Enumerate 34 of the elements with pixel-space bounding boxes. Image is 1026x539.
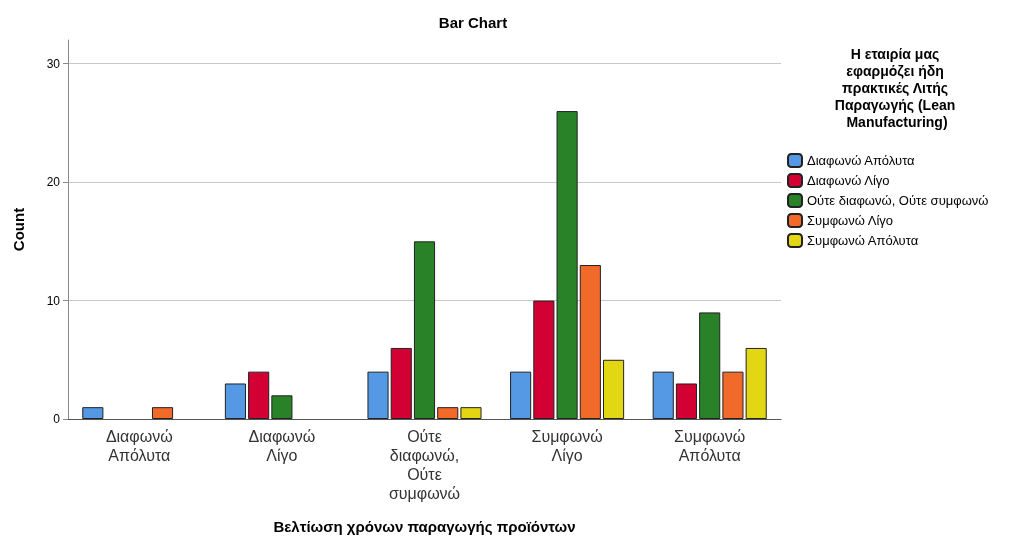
legend-label: Ούτε διαφωνώ, Ούτε συμφωνώ — [807, 193, 989, 208]
x-tick-label: Διαφωνώ Λίγο — [248, 428, 316, 464]
bar — [699, 312, 721, 419]
bar — [367, 371, 389, 419]
bar — [460, 407, 482, 419]
bar — [82, 407, 104, 419]
y-axis-title: Count — [10, 207, 27, 252]
x-axis-title: Βελτίωση χρόνων παραγωγής προϊόντων — [273, 518, 576, 535]
bar — [224, 383, 246, 419]
x-tick-label: Συμφωνώ Λίγο — [531, 428, 603, 464]
bar — [652, 371, 674, 419]
bar — [675, 383, 698, 419]
x-tick-label: Ούτε διαφωνώ, Ούτε συμφωνώ — [388, 428, 461, 502]
x-tick-label: Συμφωνώ Απόλυτα — [674, 428, 746, 464]
bar — [603, 359, 625, 419]
chart-title: Bar Chart — [438, 14, 508, 31]
bar — [413, 241, 436, 419]
bar — [390, 347, 412, 419]
legend-label: Διαφωνώ Απόλυτα — [807, 153, 916, 168]
y-tick-label: 0 — [53, 412, 61, 426]
y-tick-label: 20 — [46, 175, 61, 190]
bar — [579, 265, 601, 419]
legend-title: Η εταιρία μας εφαρμόζει ήδη πρακτικές Λιτής Παραγωγής (Lean Manufacturing) — [834, 45, 960, 130]
legend-label: Διαφωνώ Λίγο — [807, 173, 890, 188]
bar — [510, 371, 532, 419]
y-tick-label: 30 — [46, 56, 61, 71]
x-tick-label: Διαφωνώ Απόλυτα — [105, 428, 173, 464]
bar — [248, 371, 270, 419]
bar — [437, 407, 459, 419]
legend-label: Συμφωνώ Απόλυτα — [807, 233, 919, 248]
legend-label: Συμφωνώ Λίγο — [807, 213, 894, 228]
bar — [271, 395, 293, 419]
y-tick-label: 10 — [46, 293, 61, 308]
bar — [151, 407, 174, 419]
